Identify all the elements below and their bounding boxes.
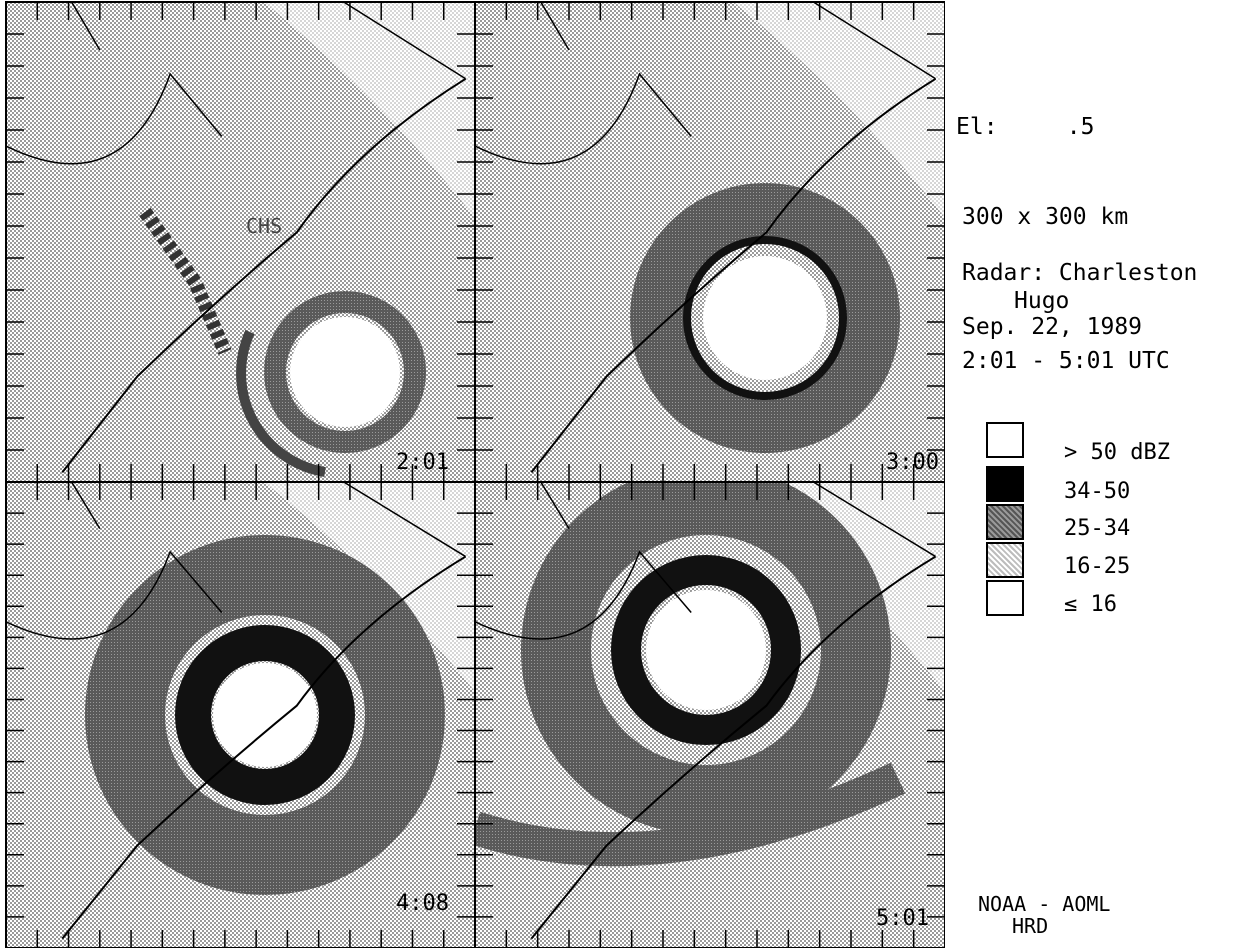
credit-line-1: NOAA - AOML (978, 892, 1111, 916)
domain-size-label: 300 x 300 km (962, 204, 1129, 230)
legend-label-3: 25-34 (1064, 516, 1131, 541)
panel-4-time: 5:01 (876, 906, 929, 931)
legend-label-1: > 50 dBZ (1064, 440, 1170, 465)
legend-swatch-4 (986, 542, 1024, 578)
radar-panel-2 (474, 1, 945, 483)
legend-label-2: 34-50 (1064, 479, 1131, 504)
panel-ticks (475, 482, 945, 948)
radar-panels (5, 1, 945, 948)
panel-1-time: 2:01 (396, 450, 449, 475)
radar-panel-3 (5, 481, 476, 948)
radar-panel-4 (474, 481, 945, 948)
elevation-label: El: .5 (956, 114, 1095, 140)
legend-label-4: 16-25 (1064, 554, 1131, 579)
storm-name-label: Hugo (1014, 288, 1070, 314)
station-label-chs: CHS (246, 214, 283, 238)
radar-panel-1 (5, 1, 476, 483)
panel-ticks (475, 2, 945, 482)
legend-label-5: ≤ 16 (1064, 592, 1117, 617)
panel-frame (474, 481, 945, 948)
legend-swatch-1 (986, 422, 1024, 458)
time-range-label: 2:01 - 5:01 UTC (962, 348, 1170, 374)
panel-ticks (6, 2, 475, 482)
legend-swatch-2 (986, 466, 1024, 502)
legend-swatch-5 (986, 580, 1024, 616)
legend-swatch-3 (986, 504, 1024, 540)
credit-line-2: HRD (1012, 914, 1049, 938)
date-label: Sep. 22, 1989 (962, 314, 1143, 340)
radar-site-label: Radar: Charleston (962, 260, 1198, 286)
panel-3-time: 4:08 (396, 891, 449, 916)
panel-ticks (6, 482, 475, 948)
panel-2-time: 3:00 (886, 450, 939, 475)
